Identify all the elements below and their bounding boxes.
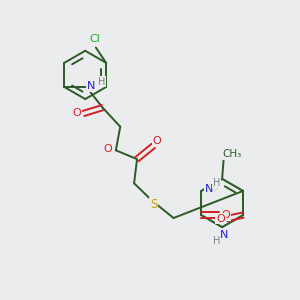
Text: N: N (205, 184, 213, 194)
Text: O: O (152, 136, 161, 146)
Text: O: O (73, 109, 81, 118)
Text: H: H (98, 77, 105, 87)
Text: CH₃: CH₃ (223, 149, 242, 159)
Text: O: O (103, 144, 112, 154)
Text: N: N (87, 81, 95, 91)
Text: H: H (213, 178, 220, 188)
Text: S: S (150, 198, 158, 211)
Text: Cl: Cl (89, 34, 100, 44)
Text: N: N (219, 230, 228, 240)
Text: H: H (213, 236, 220, 246)
Text: O: O (216, 214, 225, 224)
Text: O: O (222, 210, 230, 220)
